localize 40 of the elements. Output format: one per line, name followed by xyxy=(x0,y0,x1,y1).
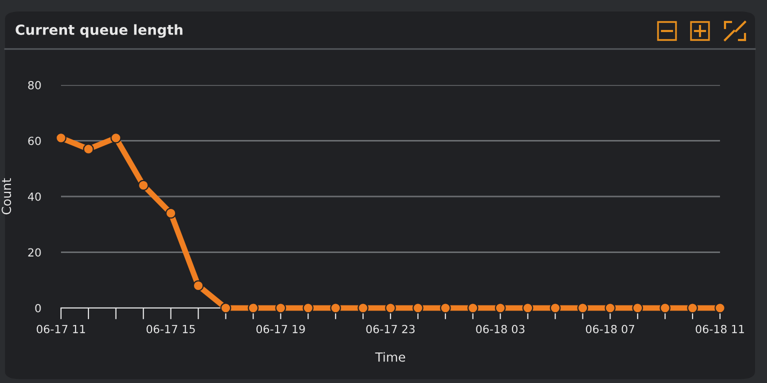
point xyxy=(522,302,534,314)
point xyxy=(385,302,396,314)
x-axis-title: Time xyxy=(375,352,406,362)
point xyxy=(248,302,259,314)
point xyxy=(632,302,644,314)
x-tick-label: 06-17 11 xyxy=(36,324,85,334)
point xyxy=(302,302,314,314)
chart-title: Current queue length xyxy=(16,24,182,38)
x-tick-label: 06-18 03 xyxy=(476,324,524,334)
x-tick-label: 06-17 19 xyxy=(256,324,305,334)
point xyxy=(138,180,149,191)
point xyxy=(604,302,616,314)
point xyxy=(660,302,670,314)
point xyxy=(687,302,698,314)
point xyxy=(165,208,176,219)
point xyxy=(467,302,478,314)
x-tick-label: 06-17 15 xyxy=(146,324,195,334)
y-tick-label: 60 xyxy=(28,136,41,146)
point xyxy=(494,302,506,314)
point xyxy=(412,302,424,314)
y-tick-label: 20 xyxy=(28,248,41,257)
point xyxy=(83,144,94,155)
y-tick-label: 80 xyxy=(28,80,41,90)
point xyxy=(330,302,341,314)
point xyxy=(56,132,66,144)
point xyxy=(358,302,368,314)
y-tick-label: 0 xyxy=(35,304,41,312)
point xyxy=(275,302,286,314)
point xyxy=(577,302,588,314)
x-tick-label: 06-17 23 xyxy=(366,324,415,334)
y-axis-title: Count xyxy=(2,178,12,214)
point xyxy=(714,302,726,314)
x-tick-label: 06-18 11 xyxy=(696,324,744,334)
point xyxy=(440,302,451,314)
y-tick-label: 40 xyxy=(28,192,41,201)
point xyxy=(220,302,232,314)
point xyxy=(550,302,561,314)
point xyxy=(192,280,204,292)
x-tick-label: 06-18 07 xyxy=(586,324,634,334)
point xyxy=(110,132,122,144)
